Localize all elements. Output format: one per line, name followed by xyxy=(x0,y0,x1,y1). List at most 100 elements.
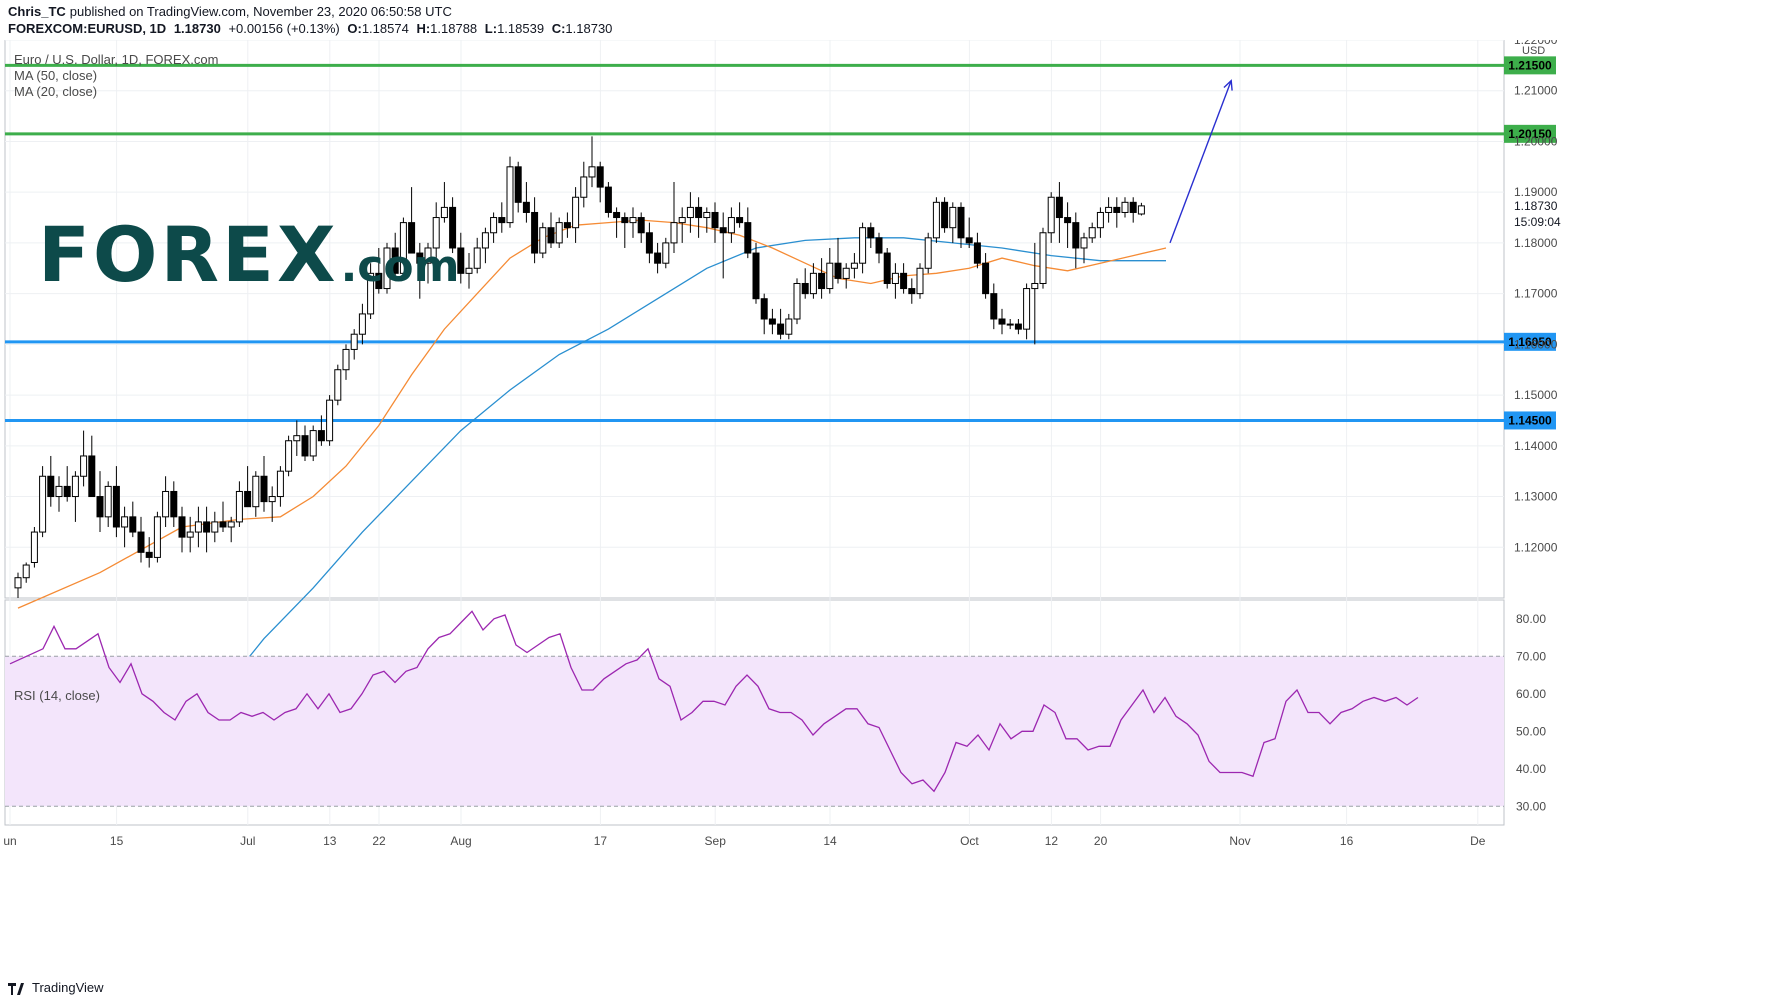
candle-body xyxy=(834,262,842,279)
candle-body xyxy=(875,237,883,254)
candle-body xyxy=(235,490,243,523)
candle xyxy=(514,161,522,213)
candle xyxy=(276,466,284,507)
candle-body xyxy=(957,206,965,239)
candle-body xyxy=(22,564,30,579)
low-value: 1.18539 xyxy=(497,21,545,36)
candle xyxy=(121,506,129,548)
candle xyxy=(973,232,981,269)
low-label: L: xyxy=(484,21,498,36)
candle-body xyxy=(219,521,227,528)
open-value: 1.18574 xyxy=(361,21,409,36)
projection-arrow xyxy=(1169,79,1233,244)
candle xyxy=(1064,202,1072,248)
rsi-tick-label: 40.00 xyxy=(1516,762,1546,776)
candle xyxy=(490,212,498,243)
candle xyxy=(1023,283,1031,340)
candle xyxy=(178,506,186,553)
candle xyxy=(1096,207,1104,238)
candle xyxy=(170,481,178,527)
ma20-line xyxy=(17,219,1167,609)
candle xyxy=(104,481,112,527)
candle xyxy=(449,197,457,254)
candle-body xyxy=(1137,205,1145,215)
time-tick-label: De xyxy=(1470,834,1486,848)
candle-body xyxy=(1006,323,1014,326)
candle xyxy=(826,247,834,294)
candle-body xyxy=(924,237,932,269)
candle xyxy=(621,212,629,248)
candle-body xyxy=(588,166,596,178)
time-tick-label: Sep xyxy=(705,834,727,848)
level-label: 1.14500 xyxy=(1508,413,1552,427)
candle-body xyxy=(711,211,719,229)
candle xyxy=(285,435,293,477)
author-name[interactable]: Chris_TC xyxy=(8,4,66,19)
candle xyxy=(629,207,637,238)
candle xyxy=(260,455,268,512)
candle xyxy=(531,197,539,264)
time-tick-label: 12 xyxy=(1045,834,1059,848)
candle-body xyxy=(1121,201,1129,213)
candle-body xyxy=(1113,206,1121,213)
candle-body xyxy=(785,318,793,335)
candle xyxy=(481,227,489,264)
candle xyxy=(604,182,612,218)
candle-body xyxy=(572,196,580,229)
candle xyxy=(112,466,120,538)
rsi-band xyxy=(5,656,1504,807)
candle xyxy=(326,395,334,446)
candle-body xyxy=(178,516,186,538)
candle-body xyxy=(440,206,448,219)
candle-body xyxy=(965,237,973,244)
candle-body xyxy=(47,475,55,498)
price-tick-label: 1.13000 xyxy=(1514,490,1558,504)
candle-body xyxy=(71,475,79,498)
candle-body xyxy=(941,201,949,229)
candle-body xyxy=(227,521,235,528)
candle-body xyxy=(88,455,96,498)
candle xyxy=(891,263,899,299)
candle xyxy=(900,263,908,294)
candle xyxy=(727,207,735,243)
candle-body xyxy=(539,227,547,254)
price-tick-label: 1.20000 xyxy=(1514,134,1558,148)
candle xyxy=(506,156,514,228)
level-label-bg xyxy=(1504,56,1556,75)
candle-body xyxy=(39,475,47,533)
candle xyxy=(129,501,137,538)
candle xyxy=(932,197,940,243)
candle-body xyxy=(695,206,703,219)
candle xyxy=(686,192,694,233)
candle-body xyxy=(637,217,645,234)
close-label: C: xyxy=(551,21,566,36)
candle xyxy=(539,222,547,259)
rsi-tick-label: 30.00 xyxy=(1516,799,1546,813)
level-label: 1.20150 xyxy=(1508,127,1552,141)
publish-info: Chris_TC published on TradingView.com, No… xyxy=(8,4,456,19)
candle xyxy=(39,466,47,538)
price-chart[interactable]: 1.21500 1.20150 1.16050 1.14500 30.00 40.00 5… xyxy=(0,40,1773,960)
candle-body xyxy=(621,217,629,224)
candle-body xyxy=(367,272,375,315)
candle-body xyxy=(391,247,399,274)
tradingview-brand[interactable]: TradingView xyxy=(8,980,104,995)
candle-body xyxy=(449,206,457,249)
candle-body xyxy=(949,206,957,229)
candle xyxy=(244,466,252,508)
candle xyxy=(235,481,243,527)
candle-body xyxy=(727,217,735,234)
time-tick-label: Nov xyxy=(1229,834,1250,848)
candle xyxy=(457,232,465,284)
level-label-bg xyxy=(1504,411,1556,430)
candle-body xyxy=(522,201,530,213)
candle-body xyxy=(744,222,752,254)
candle xyxy=(719,212,727,279)
candle xyxy=(342,344,350,380)
candle-body xyxy=(309,430,317,457)
level-label: 1.16050 xyxy=(1508,335,1552,349)
level-label-bg xyxy=(1504,332,1556,351)
candle xyxy=(670,182,678,254)
candle xyxy=(88,435,96,498)
candle-body xyxy=(768,318,776,325)
